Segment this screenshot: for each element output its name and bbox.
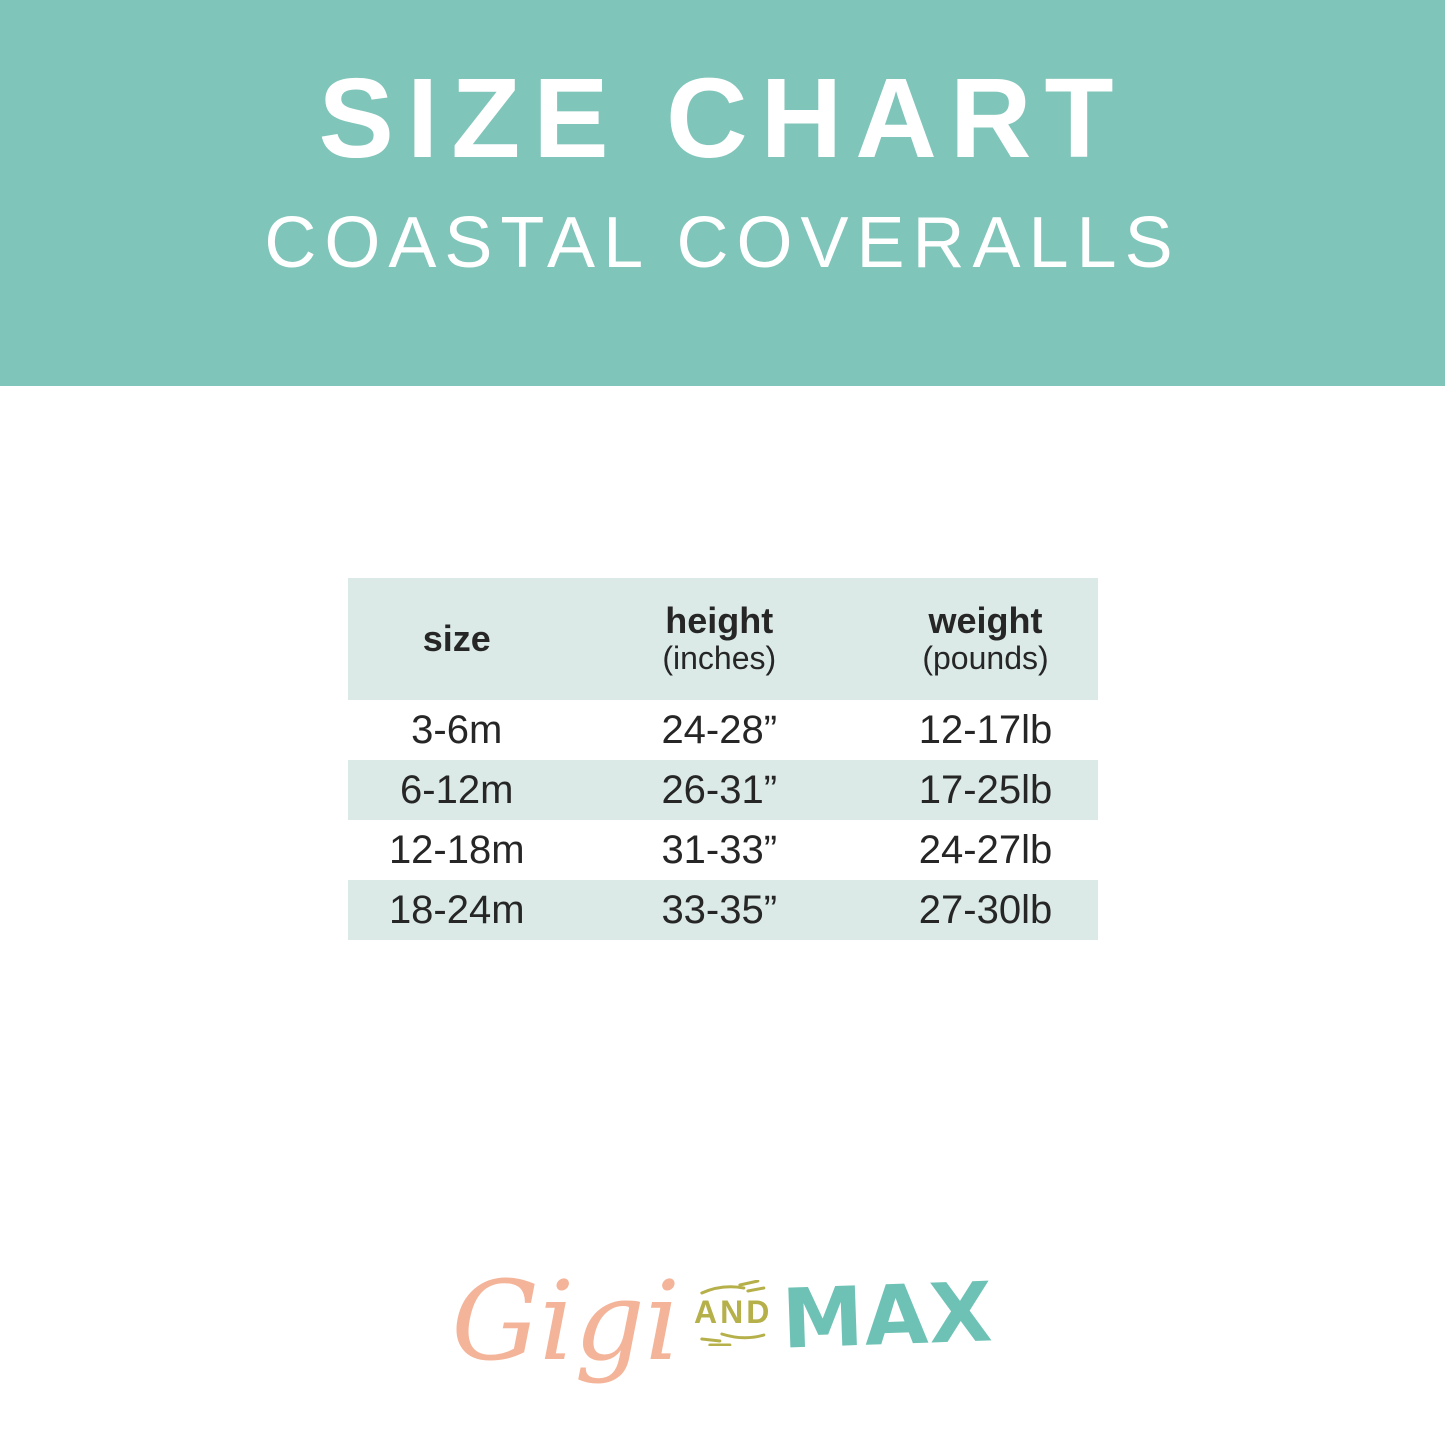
- column-header-height: height (inches): [566, 599, 874, 677]
- weight-cell: 12-17lb: [918, 707, 1053, 752]
- table-row: 18-24m 33-35” 27-30lb: [348, 880, 1098, 940]
- brand-logo: Gigi AND MAX: [451, 1262, 996, 1376]
- page-title: SIZE CHART: [318, 55, 1127, 181]
- logo-and-text: AND: [694, 1294, 773, 1331]
- size-table: size height (inches) weight (pounds) 3-6…: [348, 578, 1098, 940]
- weight-cell: 27-30lb: [918, 887, 1053, 932]
- flourish-bottom-icon: [700, 1332, 766, 1346]
- table-header-row: size height (inches) weight (pounds): [348, 578, 1098, 700]
- logo-max-text: MAX: [780, 1265, 996, 1368]
- size-cell: 18-24m: [388, 887, 525, 932]
- size-cell: 3-6m: [411, 707, 503, 752]
- height-cell: 31-33”: [661, 827, 778, 872]
- height-cell: 24-28”: [661, 707, 778, 752]
- weight-column-unit: (pounds): [922, 640, 1049, 677]
- page-subtitle: COASTAL COVERALLS: [264, 203, 1181, 283]
- height-column-unit: (inches): [662, 640, 777, 677]
- height-column-label: height: [665, 599, 774, 641]
- logo-and-badge: AND: [694, 1280, 772, 1346]
- size-column-label: size: [422, 617, 491, 659]
- weight-cell: 24-27lb: [918, 827, 1053, 872]
- banner: SIZE CHART COASTAL COVERALLS: [0, 0, 1445, 386]
- weight-column-label: weight: [928, 599, 1043, 641]
- weight-cell: 17-25lb: [918, 767, 1053, 812]
- logo-gigi-text: Gigi: [451, 1257, 681, 1385]
- table-row: 3-6m 24-28” 12-17lb: [348, 700, 1098, 760]
- table-row: 12-18m 31-33” 24-27lb: [348, 820, 1098, 880]
- height-cell: 26-31”: [661, 767, 778, 812]
- flourish-top-icon: [700, 1280, 766, 1295]
- height-cell: 33-35”: [661, 887, 778, 932]
- column-header-size: size: [348, 617, 566, 659]
- table-row: 6-12m 26-31” 17-25lb: [348, 760, 1098, 820]
- size-cell: 12-18m: [388, 827, 525, 872]
- size-cell: 6-12m: [400, 767, 514, 812]
- column-header-weight: weight (pounds): [873, 599, 1098, 677]
